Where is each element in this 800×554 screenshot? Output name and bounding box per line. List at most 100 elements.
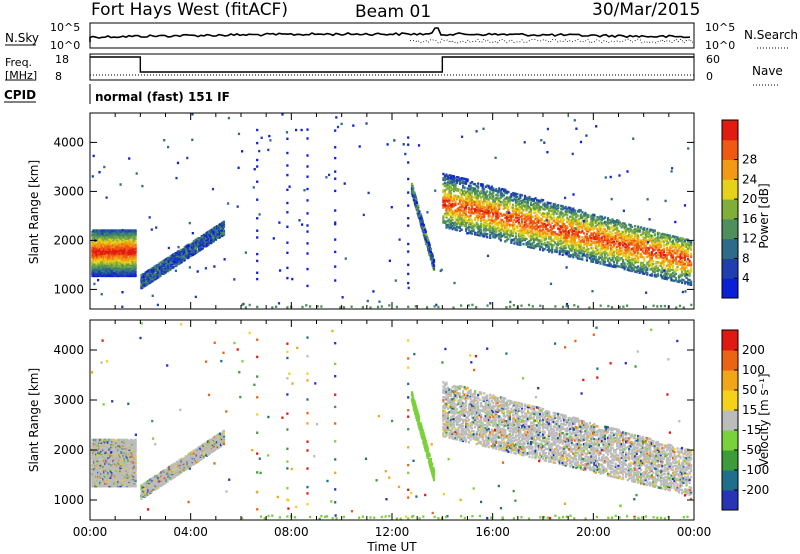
heatmap-cell (502, 229, 505, 232)
heatmap-cell (623, 229, 626, 233)
heatmap-cell (552, 211, 555, 215)
heatmap-cell (449, 180, 453, 183)
heatmap-cell (101, 248, 104, 251)
heatmap-cell (502, 203, 505, 206)
heatmap-cell (505, 205, 508, 208)
heatmap-cell (532, 207, 536, 210)
nsky-trace (89, 27, 691, 42)
heatmap-cell (546, 232, 549, 235)
heatmap-cell (471, 220, 474, 223)
heatmap-cell (616, 257, 619, 260)
heatmap-cell (498, 234, 501, 237)
heatmap-cell (511, 215, 514, 218)
heatmap-cell (623, 223, 626, 227)
heatmap-cell (579, 250, 582, 253)
heatmap-cell (184, 248, 187, 251)
heatmap-cell (495, 214, 498, 217)
heatmap-cell (528, 235, 531, 238)
heatmap-cell (529, 235, 533, 239)
heatmap-cell (540, 245, 543, 249)
heatmap-cell (490, 210, 493, 213)
heatmap-cell (481, 215, 484, 219)
heatmap-cell (641, 231, 644, 234)
heatmap-cell (451, 176, 454, 179)
heatmap-cell (603, 245, 607, 249)
heatmap-cell (514, 192, 517, 196)
heatmap-cell (634, 227, 637, 231)
heatmap-cell (529, 221, 533, 224)
heatmap-cell (516, 207, 519, 211)
heatmap-cell (504, 190, 507, 193)
heatmap-cell (603, 263, 607, 266)
heatmap-cell (590, 258, 593, 262)
heatmap-cell (554, 210, 557, 213)
heatmap-cell (222, 232, 226, 235)
heatmap-cell (599, 260, 602, 264)
heatmap-cell (103, 247, 106, 250)
heatmap-cell (625, 230, 628, 233)
heatmap-cell (622, 251, 625, 254)
heatmap-cell (564, 207, 567, 210)
heatmap-cell (454, 202, 457, 205)
heatmap-cell (107, 273, 110, 276)
heatmap-cell (478, 204, 481, 208)
heatmap-cell (498, 221, 501, 224)
heatmap-cell (664, 255, 667, 258)
heatmap-cell (622, 253, 625, 256)
heatmap-cell (572, 220, 575, 224)
heatmap-cell (628, 236, 631, 240)
heatmap-cell (617, 256, 620, 259)
heatmap-cell (175, 264, 178, 267)
heatmap-cell (656, 268, 659, 271)
heatmap-cell (551, 245, 554, 248)
heatmap-cell (537, 220, 540, 223)
heatmap-cell (480, 230, 483, 233)
heatmap-cell (616, 248, 619, 251)
heatmap-cell (531, 198, 534, 201)
heatmap-cell (490, 203, 493, 206)
heatmap-cell (614, 238, 617, 241)
heatmap-cell (623, 248, 626, 252)
heatmap-cell (478, 215, 481, 218)
heatmap-cell (460, 196, 463, 199)
heatmap-cell (111, 259, 114, 262)
heatmap-cell (552, 217, 555, 220)
heatmap-cell (659, 255, 662, 259)
heatmap-cell (609, 226, 613, 229)
heatmap-cell (539, 229, 542, 232)
heatmap-cell (448, 177, 451, 180)
heatmap-cell (552, 216, 555, 219)
heatmap-cell (597, 238, 601, 241)
heatmap-cell (549, 239, 552, 242)
heatmap-cell (502, 220, 505, 224)
heatmap-cell (513, 208, 516, 211)
heatmap-cell (480, 209, 483, 212)
heatmap-cell (108, 244, 111, 247)
heatmap-cell (564, 210, 567, 213)
heatmap-cell (498, 227, 501, 230)
heatmap-cell (496, 213, 499, 216)
heatmap-cell (507, 233, 510, 236)
heatmap-cell (546, 241, 549, 244)
heatmap-cell (536, 235, 539, 239)
heatmap-cell (528, 212, 531, 215)
heatmap-cell (548, 247, 551, 250)
heatmap-cell (489, 207, 492, 210)
heatmap-cell (644, 250, 647, 254)
heatmap-cell (603, 260, 607, 263)
heatmap-cell (542, 225, 545, 228)
heatmap-cell (490, 206, 493, 209)
heatmap-cell (493, 223, 496, 226)
heatmap-cell (609, 241, 613, 244)
heatmap-cell (528, 197, 531, 200)
heatmap-cell (481, 233, 484, 236)
heatmap-cell (603, 222, 607, 225)
heatmap-cell (463, 224, 466, 228)
heatmap-cell (466, 187, 469, 190)
heatmap-cell (114, 237, 117, 241)
heatmap-cell (609, 259, 613, 262)
heatmap-cell (484, 191, 487, 194)
heatmap-cell (546, 201, 549, 204)
heatmap-cell (505, 215, 508, 218)
heatmap-cell (109, 230, 112, 234)
